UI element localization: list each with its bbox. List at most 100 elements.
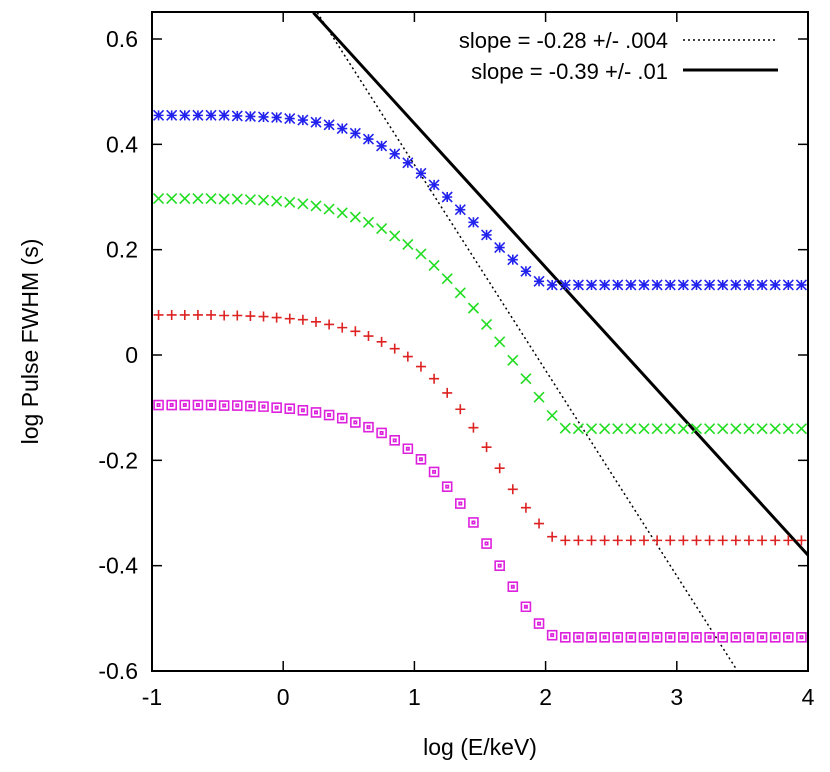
data-point bbox=[730, 423, 742, 435]
data-point bbox=[573, 631, 584, 643]
data-point bbox=[271, 195, 283, 207]
data-point bbox=[297, 198, 309, 210]
data-point bbox=[179, 109, 191, 121]
data-point bbox=[376, 427, 387, 439]
data-point bbox=[311, 316, 321, 327]
data-point bbox=[244, 110, 256, 122]
data-point bbox=[533, 275, 545, 287]
data-point bbox=[678, 631, 689, 643]
data-point bbox=[690, 279, 703, 291]
series-4 bbox=[153, 399, 807, 643]
y-tick-label: 0 bbox=[125, 342, 138, 368]
data-point bbox=[533, 391, 545, 403]
data-point bbox=[769, 423, 781, 435]
data-point bbox=[454, 204, 466, 216]
data-point bbox=[218, 109, 230, 121]
data-point bbox=[743, 631, 755, 643]
data-point bbox=[520, 265, 532, 277]
data-point bbox=[428, 466, 440, 478]
data-point bbox=[231, 400, 243, 411]
data-point bbox=[730, 279, 742, 291]
data-point bbox=[796, 535, 807, 546]
data-point bbox=[585, 279, 598, 291]
data-point bbox=[376, 336, 387, 347]
data-point bbox=[415, 453, 427, 465]
data-point bbox=[441, 273, 453, 285]
data-point bbox=[402, 157, 414, 169]
x-tick-label: 3 bbox=[670, 684, 683, 710]
data-point bbox=[271, 402, 282, 413]
data-point bbox=[284, 112, 296, 125]
data-point bbox=[717, 631, 729, 643]
data-point bbox=[310, 116, 322, 128]
data-point bbox=[796, 631, 807, 643]
data-point bbox=[651, 631, 663, 643]
data-point bbox=[218, 400, 230, 411]
data-point bbox=[481, 442, 492, 453]
x-tick-label: 2 bbox=[539, 684, 552, 710]
series-2 bbox=[152, 193, 808, 435]
data-point bbox=[468, 517, 479, 528]
data-point bbox=[363, 421, 374, 433]
data-point bbox=[271, 312, 282, 323]
data-point bbox=[691, 631, 702, 643]
data-point bbox=[638, 631, 650, 643]
legend: slope = -0.28 +/- .004 slope = -0.39 +/-… bbox=[459, 28, 778, 84]
x-tick-label: -1 bbox=[142, 684, 162, 710]
data-point bbox=[284, 313, 295, 324]
data-point bbox=[625, 279, 637, 291]
data-point bbox=[429, 373, 440, 384]
data-point bbox=[599, 279, 611, 291]
data-point bbox=[297, 114, 309, 126]
data-point bbox=[402, 443, 414, 455]
data-point bbox=[206, 309, 217, 320]
data-point bbox=[192, 309, 203, 320]
data-point bbox=[192, 399, 204, 411]
data-point bbox=[205, 109, 217, 121]
data-point bbox=[494, 241, 506, 254]
data-point bbox=[546, 410, 558, 422]
data-point bbox=[730, 631, 742, 643]
data-point bbox=[520, 373, 532, 385]
data-point bbox=[468, 422, 479, 433]
y-axis-label: log Pulse FWHM (s) bbox=[17, 239, 43, 445]
data-point bbox=[205, 193, 217, 205]
data-point bbox=[559, 631, 571, 643]
y-tick-label: -0.6 bbox=[98, 658, 138, 684]
data-point bbox=[310, 200, 322, 212]
data-point bbox=[284, 403, 296, 415]
data-point bbox=[651, 423, 663, 435]
data-point bbox=[547, 531, 558, 542]
data-point bbox=[717, 535, 728, 546]
data-series bbox=[152, 109, 808, 643]
data-point bbox=[271, 111, 283, 124]
data-point bbox=[730, 535, 741, 546]
data-point bbox=[362, 216, 375, 228]
data-point bbox=[244, 194, 256, 206]
data-point bbox=[389, 343, 400, 354]
data-point bbox=[783, 631, 794, 643]
data-point bbox=[350, 417, 361, 428]
data-point bbox=[324, 319, 335, 330]
data-point bbox=[389, 148, 401, 160]
data-point bbox=[639, 535, 649, 546]
data-point bbox=[362, 133, 375, 145]
data-point bbox=[428, 179, 440, 191]
data-point bbox=[152, 193, 165, 205]
data-point bbox=[205, 399, 217, 411]
data-point bbox=[599, 535, 610, 546]
data-point bbox=[690, 423, 703, 435]
data-point bbox=[192, 193, 204, 205]
data-point bbox=[704, 631, 715, 643]
data-point bbox=[350, 326, 361, 337]
data-point bbox=[612, 423, 624, 435]
data-point bbox=[520, 601, 532, 613]
data-point bbox=[166, 399, 177, 411]
data-point bbox=[507, 354, 519, 366]
data-point bbox=[770, 535, 781, 546]
data-point bbox=[507, 581, 519, 593]
data-point bbox=[480, 229, 493, 241]
data-point bbox=[454, 287, 466, 299]
data-point bbox=[494, 336, 506, 348]
plot-frame bbox=[151, 11, 809, 672]
